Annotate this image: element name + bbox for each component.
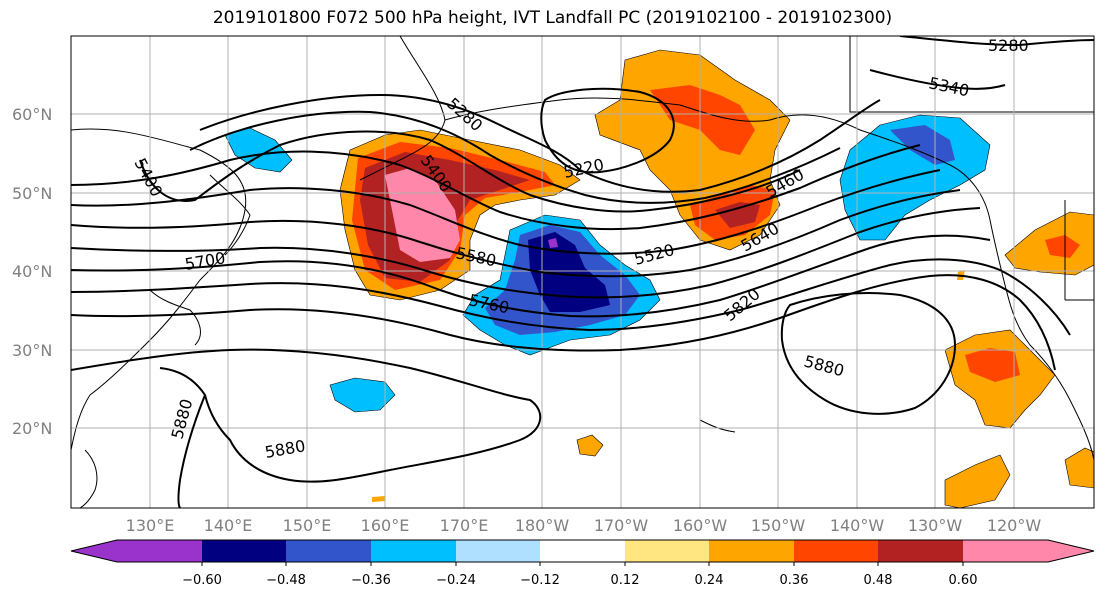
map-border <box>70 35 1095 509</box>
colorbar-segment <box>794 540 878 562</box>
colorbar-segment <box>709 540 794 562</box>
contour-5340 <box>189 110 841 204</box>
colorbar-segment <box>625 540 709 562</box>
colorbar-tick-label: 0.24 <box>695 573 724 588</box>
colorbar-outline <box>70 539 1095 563</box>
lon-label: 150°W <box>751 516 806 535</box>
contour-5880-southwest <box>177 394 206 508</box>
contour-5520 <box>71 169 941 255</box>
map-title: 2019101800 F072 500 hPa height, IVT Land… <box>212 8 893 28</box>
latitude-labels: 60°N 50°N 40°N 30°N 20°N <box>12 105 52 438</box>
lat-label-40n: 40°N <box>12 262 52 281</box>
colorbar-tick-label: −0.36 <box>351 573 391 588</box>
lon-label: 160°E <box>361 516 410 535</box>
colorbar-segment <box>202 540 286 562</box>
longitude-labels: 130°E 140°E 150°E 160°E 170°E 180°W 170°… <box>126 516 1042 535</box>
contour-5340-top <box>869 69 1006 90</box>
lon-label: 140°E <box>204 516 253 535</box>
contour-5280 <box>199 93 881 193</box>
contour-5580 <box>71 189 961 278</box>
lon-label: 130°W <box>908 516 963 535</box>
colorbar-tick-label: −0.60 <box>182 573 222 588</box>
colorbar-tick-label: 0.12 <box>611 573 640 588</box>
colorbar-tick-label: 0.48 <box>864 573 893 588</box>
lon-label: 180°W <box>515 516 570 535</box>
colorbar-segment <box>963 540 1048 562</box>
colorbar-segment <box>540 540 625 562</box>
colorbar-extend-high <box>1048 540 1094 562</box>
contour-5760 <box>71 258 1071 336</box>
colorbar-tick-label: 0.36 <box>780 573 809 588</box>
colorbar-segment <box>371 540 456 562</box>
colorbar-extend-low <box>71 540 117 562</box>
lon-label: 170°W <box>594 516 649 535</box>
lat-label-50n: 50°N <box>12 184 52 203</box>
colorbar-segment <box>878 540 963 562</box>
contour-label: 5280 <box>988 36 1029 55</box>
contour-5700 <box>71 234 991 318</box>
contour-5460 <box>71 144 921 231</box>
colorbar-segment <box>286 540 371 562</box>
lat-label-60n: 60°N <box>12 105 52 124</box>
contour-5280-top <box>899 36 1094 47</box>
contour-5880-center <box>780 292 957 415</box>
colorbar: −0.60 −0.48 −0.36 −0.24 −0.12 0.12 0.24 … <box>70 539 1095 588</box>
contour-5220 <box>540 87 675 174</box>
colorbar-tick-label: 0.60 <box>949 573 978 588</box>
lon-label: 140°W <box>830 516 885 535</box>
contour-5640 <box>71 207 981 299</box>
lon-label: 160°W <box>673 516 728 535</box>
colorbar-tick-label: −0.24 <box>436 573 476 588</box>
ivt-shading <box>224 49 1094 508</box>
colorbar-segment <box>456 540 540 562</box>
lon-label: 170°E <box>440 516 489 535</box>
contour-5820 <box>71 274 1056 371</box>
contour-5880-west <box>71 348 542 483</box>
lon-label: 150°E <box>283 516 332 535</box>
height-contours <box>71 36 1094 508</box>
colorbar-segment <box>117 540 202 562</box>
gridlines <box>71 36 1094 508</box>
colorbar-tick-label: −0.48 <box>266 573 306 588</box>
colorbar-tick-label: −0.12 <box>520 573 560 588</box>
lat-label-20n: 20°N <box>12 419 52 438</box>
lon-label: 120°W <box>987 516 1042 535</box>
lat-label-30n: 30°N <box>12 341 52 360</box>
lon-label: 130°E <box>126 516 175 535</box>
